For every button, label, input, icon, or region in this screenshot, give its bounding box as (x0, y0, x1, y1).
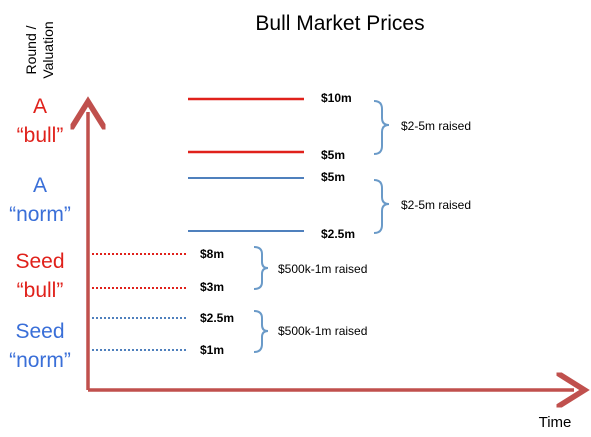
range-high-label: $10m (321, 91, 352, 105)
bracket (373, 179, 390, 234)
x-axis-label: Time (539, 414, 572, 431)
category-seed-bull-line1: Seed (15, 250, 64, 273)
range-low-label: $5m (321, 148, 345, 162)
range-low-label: $1m (200, 343, 224, 357)
raised-label: $2-5m raised (401, 119, 471, 133)
category-seed-norm-line1: Seed (15, 320, 64, 343)
range-low-label: $3m (200, 280, 224, 294)
range-a-bull: $10m $5m $2-5m raised (188, 91, 471, 162)
category-a-bull-line1: A (33, 95, 47, 118)
diagram-title: Bull Market Prices (255, 12, 424, 35)
category-a-norm-line2: “norm” (9, 203, 71, 226)
range-high-label: $5m (321, 170, 345, 184)
range-seed-norm: $2.5m $1m $500k-1m raised (92, 310, 367, 357)
range-high-label: $8m (200, 247, 224, 261)
y-axis-label-line1: Round / (23, 25, 39, 74)
range-low-label: $2.5m (321, 227, 355, 241)
raised-label: $500k-1m raised (278, 324, 367, 338)
bracket (373, 100, 390, 155)
range-high-label: $2.5m (200, 311, 234, 325)
category-a-norm-line1: A (33, 174, 47, 197)
category-a-bull-line2: “bull” (17, 124, 64, 147)
range-a-norm: $5m $2.5m $2-5m raised (188, 170, 471, 241)
bracket (253, 310, 269, 353)
y-axis-label-line2: Valuation (40, 21, 56, 78)
raised-label: $2-5m raised (401, 198, 471, 212)
category-seed-bull-line2: “bull” (17, 279, 64, 302)
category-labels: A “bull” A “norm” Seed “bull” Seed “norm… (9, 95, 71, 372)
range-seed-bull: $8m $3m $500k-1m raised (92, 246, 367, 294)
raised-label: $500k-1m raised (278, 262, 367, 276)
bracket (253, 246, 269, 290)
category-seed-norm-line2: “norm” (9, 349, 71, 372)
